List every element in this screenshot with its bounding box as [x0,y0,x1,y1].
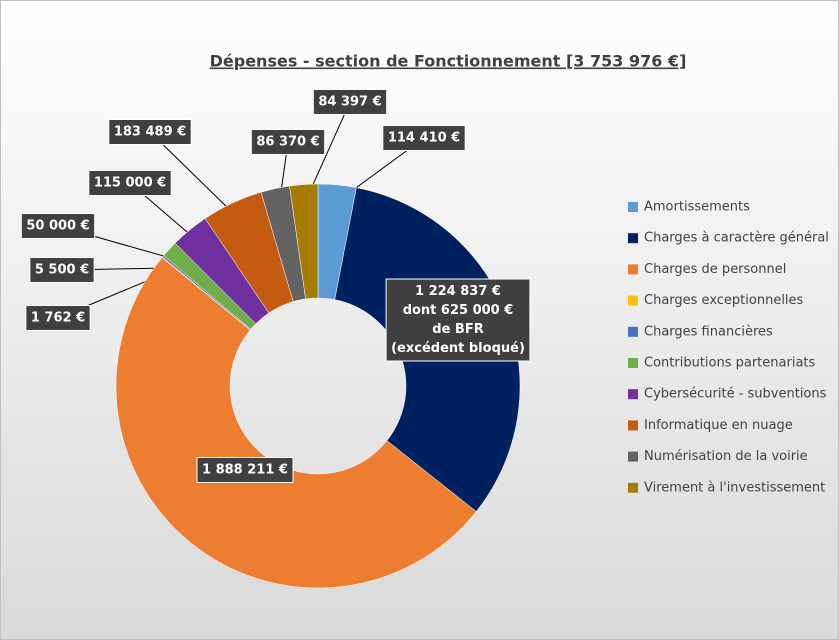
legend-swatch [628,389,638,400]
legend-swatch [628,420,638,431]
legend-label: Numérisation de la voirie [644,449,808,464]
value-label: 115 000 € [94,176,166,191]
legend-swatch [628,264,638,275]
legend-label: Cybersécurité - subventions [644,387,827,402]
legend-swatch [628,326,638,337]
legend-label: Virement à l'investissement [644,480,825,495]
legend-label: Charges exceptionnelles [644,293,804,308]
value-label: 183 489 € [114,125,186,140]
legend-label: Amortissements [644,200,750,215]
value-label: 5 500 € [35,263,89,278]
legend-swatch [628,233,638,244]
label-box [20,213,96,239]
label-box [29,257,95,283]
legend-label: Informatique en nuage [644,418,793,433]
legend-label: Charges de personnel [644,262,786,277]
annotation: (excédent bloqué) [391,341,525,356]
annotation: dont 625 000 € [403,303,514,318]
legend-label: Contributions partenariats [644,356,816,371]
annotation: de BFR [432,322,483,337]
legend-swatch [628,451,638,462]
value-label: 50 000 € [26,219,89,234]
legend-label: Charges à caractère général [644,231,829,246]
legend-swatch [628,295,638,306]
legend-label: Charges financières [644,324,773,339]
donut-slice [289,183,319,300]
value-label: 86 370 € [256,135,319,150]
label-box [196,457,294,483]
value-label: 1 224 837 € [415,284,501,299]
leader-line [149,131,241,220]
legend-swatch [628,482,638,493]
label-box [250,129,326,155]
value-label: 114 410 € [388,131,460,146]
value-label: 1 762 € [31,311,85,326]
label-box [382,125,466,151]
chart-title: Dépenses - section de Fonctionnement [3 … [210,52,687,71]
legend-swatch [628,358,638,368]
legend-swatch [628,202,638,212]
label-box [88,170,172,196]
label-box [385,278,531,362]
label-box [312,89,388,115]
label-box [25,305,91,331]
label-box [108,119,192,145]
value-label: 84 397 € [318,95,381,110]
value-label: 1 888 211 € [202,463,288,478]
